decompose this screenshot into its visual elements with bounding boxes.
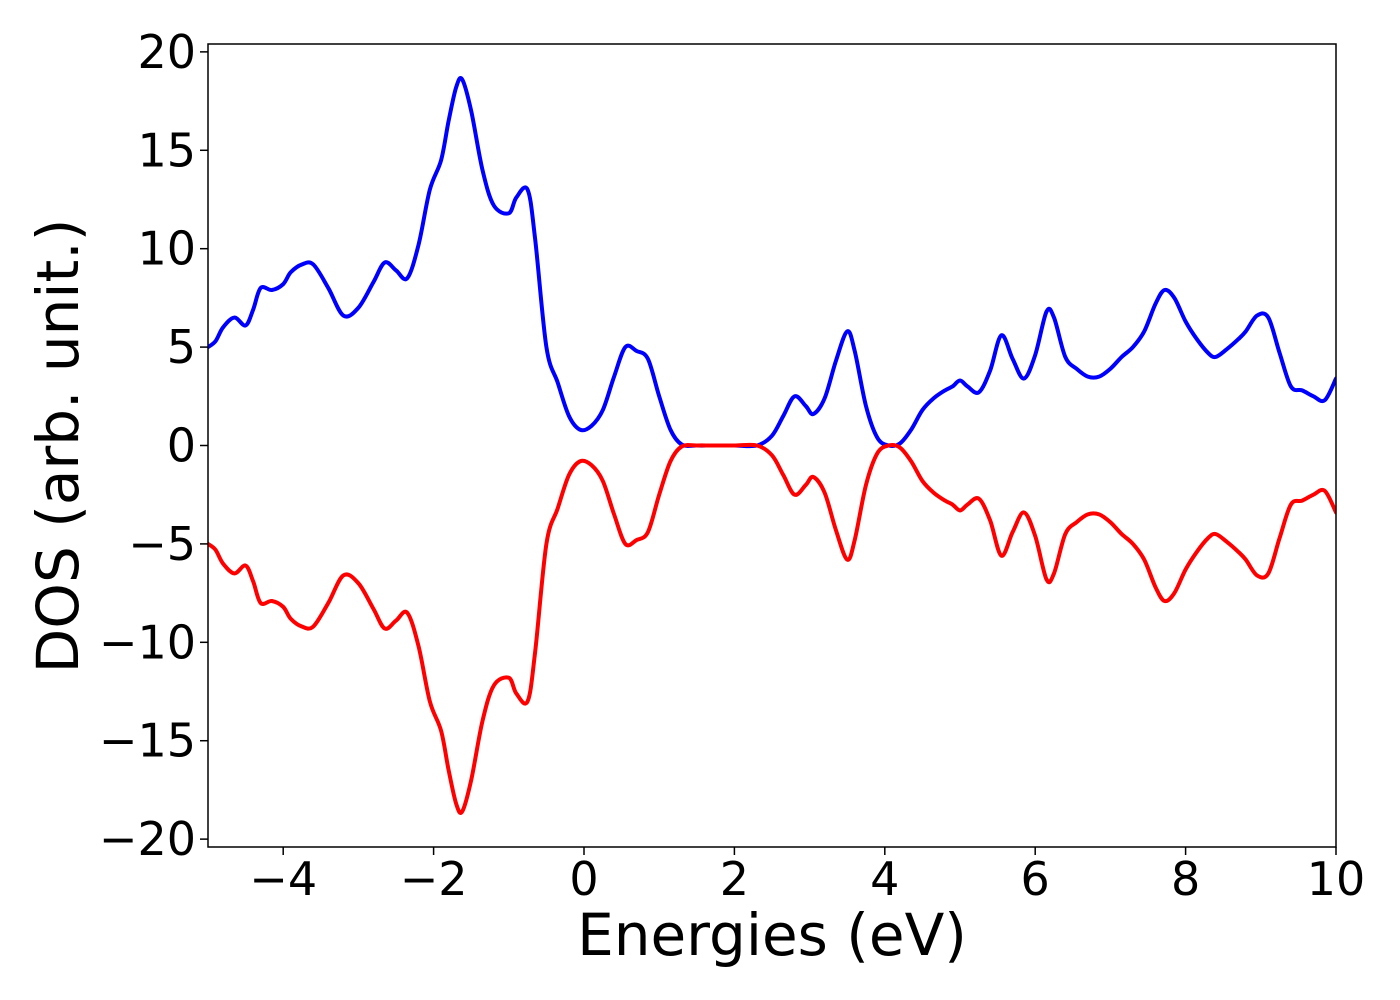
x-axis-label: Energies (eV) <box>577 901 967 969</box>
series-line-1 <box>208 442 1336 815</box>
x-tick-label: 4 <box>870 852 899 906</box>
y-tick-label: −5 <box>128 517 196 571</box>
y-tick-label: 20 <box>137 25 196 79</box>
series-layer <box>208 76 1336 815</box>
x-tick-label: 8 <box>1171 852 1200 906</box>
y-axis-label: DOS (arb. unit.) <box>24 219 92 674</box>
x-tick-label: 10 <box>1307 852 1366 906</box>
y-axis-ticks: −20 −15 −10 −5 0 5 10 15 20 <box>99 25 208 866</box>
y-tick-label: 15 <box>137 123 196 177</box>
x-tick-label: −4 <box>249 852 317 906</box>
x-tick-label: 0 <box>569 852 598 906</box>
x-tick-label: 6 <box>1021 852 1050 906</box>
plot-frame <box>207 43 1337 848</box>
x-tick-label: 2 <box>720 852 749 906</box>
y-tick-label: −10 <box>99 615 196 669</box>
x-axis-ticks: −4 −2 0 2 4 6 8 10 <box>249 847 1365 906</box>
y-tick-label: 10 <box>137 222 196 276</box>
y-tick-label: 5 <box>167 320 196 374</box>
x-tick-label: −2 <box>400 852 468 906</box>
series-line-0 <box>208 76 1336 449</box>
y-tick-label: −15 <box>99 714 196 768</box>
y-tick-label: 0 <box>167 419 196 473</box>
y-tick-label: −20 <box>99 812 196 866</box>
